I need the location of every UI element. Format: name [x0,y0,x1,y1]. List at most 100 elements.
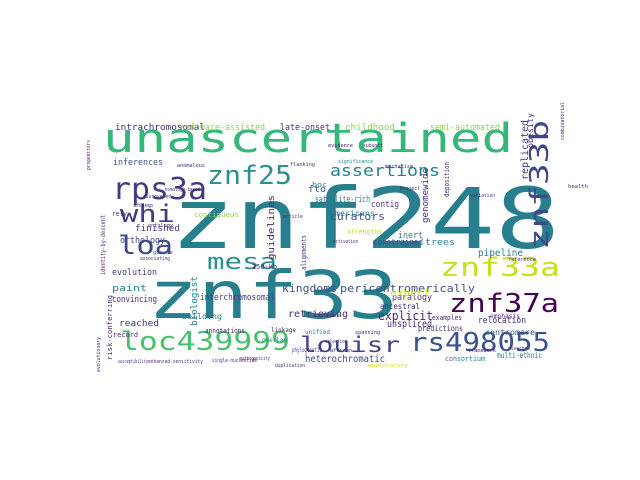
cloud-word-pipeline: pipeline [478,248,523,259]
cloud-word-emphasis: emphasis [490,313,520,320]
cloud-word-ancestral: ancestral [380,302,420,311]
cloud-word-obesity: obesity [526,113,535,148]
cloud-word-ontology: ontology [148,223,173,229]
cloud-word-contig: contig [371,200,399,210]
cloud-word-single-nucleotide: single-nucleotide [212,358,257,364]
cloud-word-late-onset: late-onset [280,123,330,133]
cloud-word-explicit: explicit [378,309,433,323]
cloud-word-mesa: mesa [207,250,277,275]
cloud-word-predictions: predictions [418,324,463,333]
cloud-word-paralogy: paralogy [392,293,433,303]
cloud-word-kingdoms: kingdoms [282,282,337,295]
cloud-word-americans: americans [330,209,375,218]
cloud-word-risk-conferring: risk-conferring [106,295,114,360]
cloud-word-progenitors: progenitors [86,140,92,170]
cloud-word-discovered: discovered [143,194,171,200]
cloud-word-fto: fto [308,185,326,195]
cloud-word-childhood: childhood [345,123,395,133]
cloud-word-significance: significance [338,159,373,165]
cloud-word-unspliced: unspliced [387,319,432,330]
cloud-word-znf33b: znf33b [525,120,555,250]
cloud-word-evidence: evidence [328,143,353,149]
cloud-word-record: record [113,331,138,339]
cloud-word-identity-by-descent: identity-by-descent [100,215,107,275]
cloud-word-chimp: chimp [133,203,153,209]
cloud-word-replicated: replicated [520,120,531,180]
cloud-word-constrained: constrained [373,238,423,248]
cloud-word-louisr: louisr [300,333,400,357]
cloud-word-spanning: spanning [355,330,380,336]
cloud-word-satellite-rich: satellite-rich [315,195,370,205]
cloud-word-assertions: assertions [330,161,440,180]
cloud-word-inferences: inferences [113,158,163,168]
cloud-word-loc439999: loc439999 [120,327,290,357]
cloud-word-guidelines: guidelines [267,195,277,260]
cloud-word-curators: curators [330,210,385,223]
cloud-word-african: african [330,348,352,354]
cloud-word-orthology: orthology [120,236,166,246]
cloud-word-linkage: linkage [271,327,296,334]
cloud-word-pericentromerically: pericentromerically [340,282,475,295]
cloud-word-inert: inert [398,231,423,241]
cloud-word-boc: boc [312,181,327,189]
cloud-word-health: health [568,184,588,190]
cloud-word-evolutionary: evolutionary [96,337,102,372]
cloud-word-contiguous: contiguous [194,211,239,219]
cloud-word-evolution: evolution [112,268,157,278]
cloud-word-variation: variation [470,193,495,199]
cloud-word-znf248: znf248 [170,170,560,268]
cloud-word-exploratory: exploratory [368,363,408,369]
cloud-word-associating: associating [140,256,170,262]
cloud-word-deposition: deposition [443,162,451,197]
cloud-word-genomewide: genomewide [421,168,431,223]
cloud-word-znf33: znf33 [148,257,398,334]
cloud-word-znf33a: znf33a [440,253,560,283]
cloud-word-paint: paint [112,284,147,294]
cloud-word-rs498055: rs498055 [410,328,550,358]
cloud-word-strengths: strengths [347,228,382,236]
cloud-word-250-kb: 250-kb [252,263,277,271]
cloud-word-building: building [182,312,222,321]
cloud-word-centromere: centromere [485,328,535,337]
cloud-word-interchromosomal: interchromosomal [200,293,275,303]
cloud-word-subunit: subunit [363,143,383,149]
cloud-word-finished: finished [135,224,180,234]
cloud-word-selection: selection [325,339,347,345]
cloud-word-unascertained: unascertained [103,116,513,162]
cloud-word-duplication: duplication [275,363,305,369]
cloud-word-anomalous: anomalous [177,163,205,169]
cloud-word-whi: whi [120,200,175,228]
cloud-word-convincing: convincing [112,295,157,305]
cloud-word-heterochromatic: heterochromatic [305,354,385,365]
cloud-word-flanking: flanking [290,162,315,168]
cloud-word-loa: loa [118,231,173,261]
cloud-word-relocation: relocation [478,316,526,326]
cloud-word-intrachromosomal: intrachromosomal [115,123,205,133]
cloud-word-expert: expert [390,288,430,299]
cloud-word-trees: trees [425,238,455,248]
cloud-word-framework: framework [468,348,496,354]
cloud-word-overlap: overlap [262,337,287,344]
cloud-word-project: project [400,186,420,192]
cloud-word-examples: examples [432,314,462,322]
cloud-word-software-assisted: software-assisted [180,123,265,133]
cloud-word-enhanced-sensitivity: enhanced-sensitivity [148,359,203,365]
cloud-word-activation: activation [333,239,358,245]
cloud-word-consortium: consortium [445,355,485,363]
cloud-word-retrieving: retrieving [288,309,348,320]
cloud-word-multi-ethnic: multi-ethnic [497,351,542,360]
cloud-word-semi-automated: semi-automated [430,123,500,133]
cloud-word-reference: reference [508,257,536,263]
cloud-word-znf25: znf25 [207,161,292,191]
cloud-word-susceptibility: susceptibility [118,359,148,365]
cloud-word-homology-based: homology-based [165,187,200,193]
cloud-word-unified: unified [305,329,330,336]
cloud-word-annotations: annotations [205,327,245,335]
cloud-word-article: article [283,214,303,220]
cloud-word-rely: rely [112,210,127,218]
cloud-word-alignments: alignments [300,235,308,270]
cloud-word-phylogenetic: phylogenetic [292,347,322,354]
cloud-word-genome: genome [153,250,173,256]
cloud-word-reached: reached [119,319,159,329]
